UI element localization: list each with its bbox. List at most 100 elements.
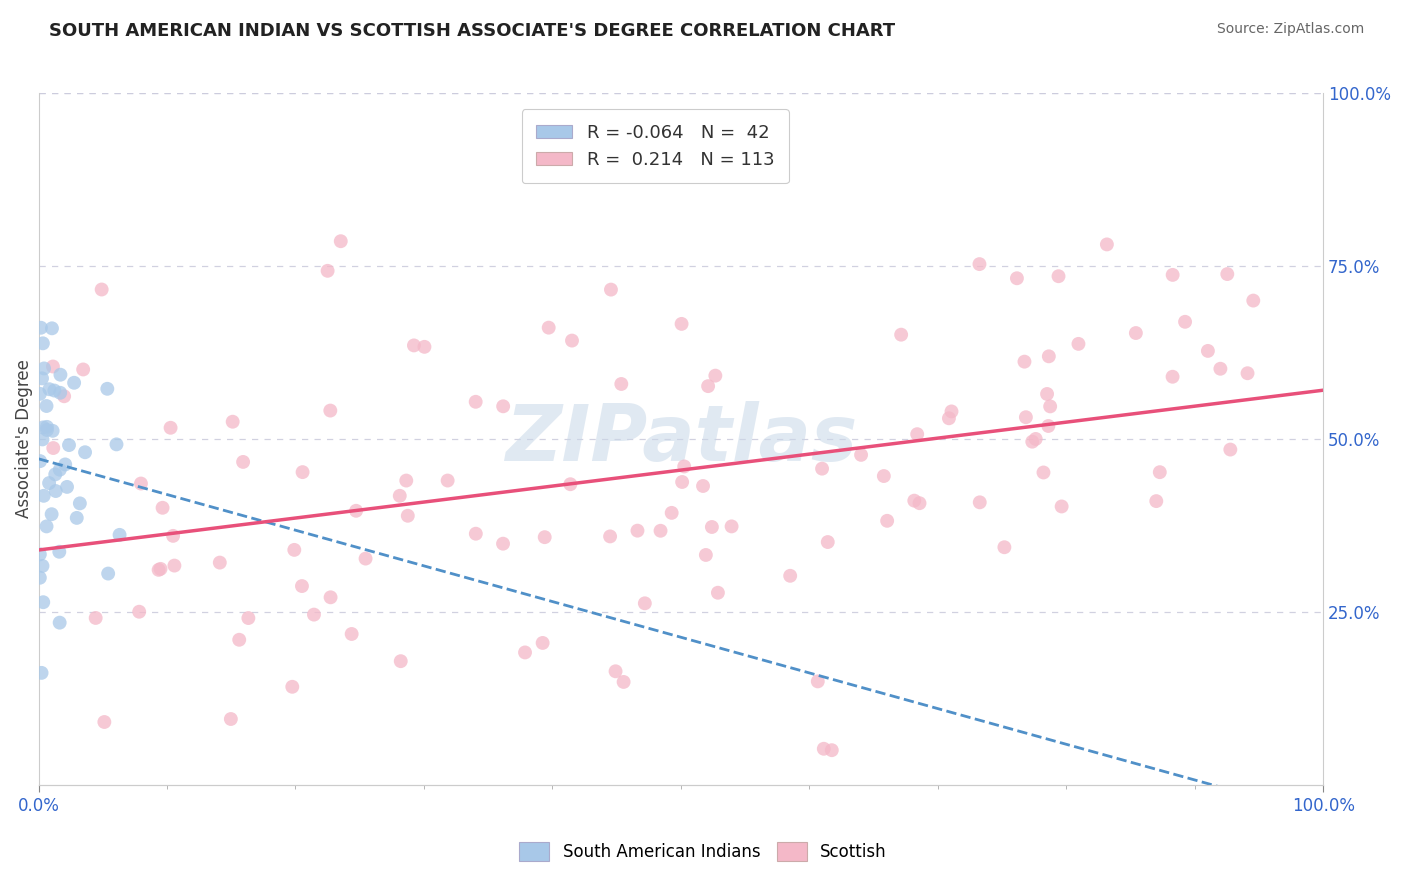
- Point: [396, 508, 419, 523]
- Point: [1197, 343, 1219, 358]
- Point: [329, 234, 352, 248]
- Point: [707, 585, 730, 599]
- Point: [1236, 366, 1258, 380]
- Point: [73, 445, 96, 459]
- Point: [849, 448, 872, 462]
- Point: [108, 528, 131, 542]
- Point: [48, 545, 70, 559]
- Point: [1039, 400, 1062, 414]
- Point: [704, 368, 727, 383]
- Point: [821, 743, 844, 757]
- Point: [969, 257, 991, 271]
- Point: [281, 680, 304, 694]
- Point: [53, 389, 76, 403]
- Point: [1025, 432, 1047, 446]
- Point: [162, 529, 184, 543]
- Point: [720, 519, 742, 533]
- Y-axis label: Associate's Degree: Associate's Degree: [15, 359, 32, 518]
- Point: [49, 385, 72, 400]
- Point: [605, 665, 627, 679]
- Point: [38, 476, 60, 491]
- Point: [634, 596, 657, 610]
- Legend: South American Indians, Scottish: South American Indians, Scottish: [513, 835, 893, 868]
- Point: [671, 317, 693, 331]
- Point: [599, 529, 621, 543]
- Point: [31, 558, 53, 573]
- Point: [993, 540, 1015, 554]
- Point: [221, 415, 243, 429]
- Point: [31, 665, 53, 680]
- Point: [1021, 434, 1043, 449]
- Point: [533, 530, 555, 544]
- Point: [31, 336, 53, 351]
- Point: [513, 645, 536, 659]
- Point: [219, 712, 242, 726]
- Point: [159, 421, 181, 435]
- Point: [661, 506, 683, 520]
- Point: [692, 479, 714, 493]
- Point: [30, 454, 52, 468]
- Point: [1038, 349, 1060, 363]
- Point: [413, 340, 436, 354]
- Point: [66, 511, 89, 525]
- Point: [464, 526, 486, 541]
- Point: [1174, 315, 1197, 329]
- Point: [908, 496, 931, 510]
- Point: [28, 387, 51, 401]
- Point: [600, 283, 623, 297]
- Point: [97, 566, 120, 581]
- Point: [30, 320, 52, 334]
- Point: [42, 441, 65, 455]
- Point: [1014, 354, 1036, 368]
- Point: [671, 475, 693, 489]
- Point: [700, 520, 723, 534]
- Point: [695, 548, 717, 562]
- Point: [228, 632, 250, 647]
- Point: [344, 504, 367, 518]
- Point: [1032, 466, 1054, 480]
- Point: [1241, 293, 1264, 308]
- Point: [93, 714, 115, 729]
- Point: [38, 382, 60, 396]
- Point: [152, 500, 174, 515]
- Point: [45, 483, 67, 498]
- Point: [32, 361, 55, 376]
- Point: [388, 489, 411, 503]
- Point: [32, 489, 55, 503]
- Point: [238, 611, 260, 625]
- Point: [283, 542, 305, 557]
- Point: [395, 474, 418, 488]
- Point: [1149, 465, 1171, 479]
- Point: [41, 424, 63, 438]
- Point: [69, 496, 91, 510]
- Point: [492, 399, 515, 413]
- Point: [650, 524, 672, 538]
- Point: [876, 514, 898, 528]
- Point: [44, 384, 66, 398]
- Point: [560, 477, 582, 491]
- Point: [807, 674, 830, 689]
- Point: [1216, 267, 1239, 281]
- Text: Source: ZipAtlas.com: Source: ZipAtlas.com: [1216, 22, 1364, 37]
- Point: [291, 465, 314, 479]
- Point: [697, 379, 720, 393]
- Point: [464, 394, 486, 409]
- Text: SOUTH AMERICAN INDIAN VS SCOTTISH ASSOCIATE'S DEGREE CORRELATION CHART: SOUTH AMERICAN INDIAN VS SCOTTISH ASSOCI…: [49, 22, 896, 40]
- Point: [537, 320, 560, 334]
- Point: [105, 437, 128, 451]
- Point: [96, 382, 118, 396]
- Point: [873, 469, 896, 483]
- Point: [31, 433, 53, 447]
- Point: [779, 569, 801, 583]
- Point: [1219, 442, 1241, 457]
- Point: [316, 264, 339, 278]
- Point: [90, 283, 112, 297]
- Point: [31, 371, 53, 385]
- Point: [129, 476, 152, 491]
- Point: [531, 636, 554, 650]
- Point: [1005, 271, 1028, 285]
- Point: [32, 595, 55, 609]
- Point: [1047, 269, 1070, 284]
- Point: [32, 420, 55, 434]
- Point: [905, 427, 928, 442]
